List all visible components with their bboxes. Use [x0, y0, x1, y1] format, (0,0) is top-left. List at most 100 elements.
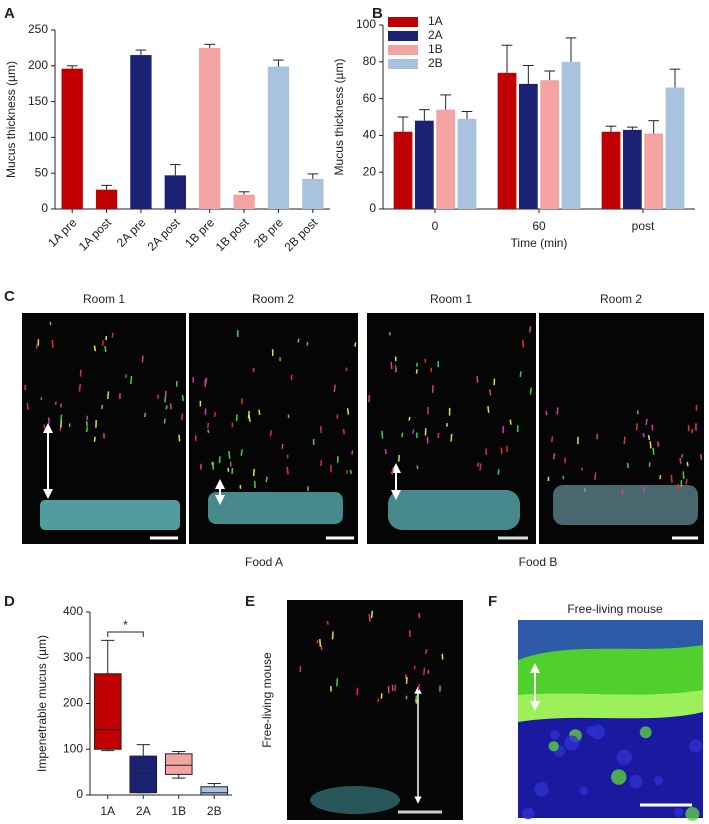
bar	[164, 175, 186, 209]
image-speck	[43, 424, 46, 429]
panel-letter: F	[488, 593, 497, 610]
legend-swatch	[388, 17, 418, 27]
x-tick-label: 60	[532, 219, 546, 233]
image-speck	[354, 342, 357, 347]
nucleus	[689, 739, 703, 753]
nucleus	[673, 807, 684, 817]
y-tick-label: 80	[363, 54, 377, 68]
image-speck	[286, 466, 289, 475]
image-speck	[621, 489, 624, 495]
image-speck	[169, 403, 173, 410]
food-label: Food A	[245, 555, 283, 569]
image-speck	[351, 450, 354, 455]
bar	[601, 131, 621, 209]
room-label: Room 1	[430, 292, 472, 306]
epithelium	[40, 500, 180, 530]
nucleus	[564, 735, 580, 751]
image-speck	[404, 673, 407, 679]
image-speck	[417, 683, 421, 691]
y-tick-label: 400	[63, 604, 83, 618]
nucleus	[534, 782, 549, 797]
image-speck	[26, 402, 29, 410]
image-speck	[235, 414, 238, 422]
panel-f: F Free-living mouse	[488, 593, 703, 818]
image-speck	[659, 475, 662, 480]
bar	[302, 178, 324, 209]
image-speck	[580, 467, 584, 471]
nucleus	[616, 749, 633, 765]
legend-label: 1B	[428, 42, 443, 56]
box	[200, 786, 229, 796]
image-speck	[297, 338, 300, 343]
legend-label: 2A	[428, 28, 443, 42]
image-speck	[370, 610, 374, 618]
panel-letter: D	[4, 593, 15, 610]
image-speck	[269, 430, 273, 437]
bar	[267, 66, 290, 210]
image-speck	[60, 414, 63, 421]
image-speck	[424, 649, 428, 655]
image-speck	[143, 412, 147, 418]
image-speck	[645, 418, 648, 425]
image-speck	[204, 377, 208, 385]
image-speck	[93, 345, 97, 352]
image-speck	[679, 457, 682, 464]
image-speck	[551, 436, 554, 443]
bar	[561, 61, 581, 209]
image-speck	[207, 422, 210, 429]
x-tick-label: 1A pre	[45, 215, 80, 250]
image-speck	[349, 469, 352, 475]
image-speck	[414, 695, 418, 703]
box	[129, 755, 158, 794]
nucleus	[639, 726, 652, 739]
nucleus	[522, 807, 535, 820]
y-tick-label: 100	[28, 130, 48, 144]
bar	[199, 47, 221, 210]
x-tick-label: 1A post	[76, 215, 115, 254]
image-speck	[509, 419, 512, 425]
bar	[644, 133, 664, 209]
image-speck	[306, 341, 309, 346]
image-speck	[416, 465, 419, 470]
bar	[95, 189, 118, 209]
image-speck	[528, 326, 532, 333]
image-speck	[686, 461, 689, 467]
image-speck	[487, 406, 490, 413]
image-speck	[381, 430, 384, 439]
image-speck	[78, 383, 82, 392]
image-speck	[552, 453, 556, 460]
epithelium	[553, 485, 698, 525]
image-speck	[405, 676, 408, 684]
room-label: Room 2	[252, 292, 294, 306]
y-tick-label: 150	[28, 94, 48, 108]
epithelium	[388, 490, 520, 530]
image-speck	[240, 449, 243, 456]
legend-swatch	[388, 59, 418, 69]
nucleus	[629, 774, 643, 789]
x-tick-label: 1A	[100, 804, 115, 818]
image-speck	[411, 429, 415, 434]
image-speck	[699, 453, 703, 461]
y-axis-label: Mucus thickness (µm)	[332, 59, 346, 176]
y-axis-label: Mucus thickness (µm)	[4, 61, 18, 178]
y-axis-label: Impenetrable mucus (µm)	[35, 635, 49, 772]
image-speck	[401, 432, 404, 438]
image-speck	[394, 364, 397, 372]
image-speck	[648, 462, 651, 467]
image-speck	[519, 371, 522, 378]
image-speck	[85, 427, 89, 433]
image-speck	[130, 375, 133, 384]
image-speck	[408, 630, 411, 638]
image-speck	[685, 478, 688, 485]
image-speck	[479, 463, 482, 471]
image-speck	[521, 339, 525, 348]
image-speck	[556, 407, 559, 415]
image-speck	[408, 416, 411, 421]
y-tick-label: 60	[363, 91, 377, 105]
bar	[233, 194, 255, 209]
epithelium	[208, 492, 343, 524]
bar	[130, 55, 152, 210]
image-speck	[281, 443, 284, 449]
image-speck	[635, 423, 639, 431]
